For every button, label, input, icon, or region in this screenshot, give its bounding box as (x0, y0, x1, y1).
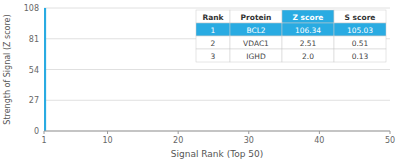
x-tick-label: 10 (102, 136, 112, 145)
x-tick-label: 1 (41, 136, 46, 145)
table-cell-bg (334, 36, 386, 49)
table: Rank Protein Z score S score 1 BCL2 106.34 105.… (196, 10, 386, 62)
table-cell-bg (230, 49, 282, 62)
table-cell-bg (334, 23, 386, 36)
grid-line (44, 100, 390, 101)
table-cell-bg (230, 23, 282, 36)
y-grid (44, 8, 390, 131)
table-cell: 0.13 (352, 52, 369, 61)
bars (44, 8, 46, 131)
table-cell: VDAC1 (243, 39, 269, 48)
table-cell-bg (334, 49, 386, 62)
table-cell: 1 (211, 26, 216, 35)
table-cell: 0.51 (352, 39, 369, 48)
grid-line (44, 69, 390, 70)
y-tick-label: 81 (29, 35, 39, 44)
table-cell: 3 (211, 52, 216, 61)
x-axis-line (44, 131, 390, 132)
table-cell: 105.03 (347, 26, 373, 35)
x-tick-label: 30 (244, 136, 254, 145)
grid-line (44, 131, 390, 132)
table-cell-bg (282, 49, 334, 62)
table-cell: IGHD (246, 52, 266, 61)
table-cell: BCL2 (246, 26, 265, 35)
table-cell-bg (282, 23, 334, 36)
table-cell-bg (196, 23, 230, 36)
y-axis-label: Strength of Signal (Z score) (3, 14, 12, 124)
table-header: Rank (202, 13, 224, 22)
table-header-bg (334, 10, 386, 23)
table-cell-bg (196, 49, 230, 62)
table-header: Z score (293, 13, 324, 22)
x-tick-label: 40 (314, 136, 324, 145)
table-cell: 2.51 (300, 39, 317, 48)
y-tick-label: 27 (29, 96, 39, 105)
table-cell-bg (230, 36, 282, 49)
y-tick-label: 0 (34, 127, 39, 136)
bar (44, 8, 46, 131)
table-header: Protein (241, 13, 272, 22)
chart: 0 27 54 81 108 1 10 20 30 40 50 Signal Rank (Top 50… (0, 0, 400, 161)
x-axis-label: Signal Rank (Top 50) (171, 149, 263, 159)
table-cell-bg (282, 36, 334, 49)
table-cell-bg (196, 36, 230, 49)
grid-line (44, 8, 390, 9)
table-cell: 2.0 (302, 52, 314, 61)
table-cell: 106.34 (295, 26, 321, 35)
table-header-bg (196, 10, 230, 23)
table-header: S score (345, 13, 376, 22)
table-header-bg (230, 10, 282, 23)
table-cell: 2 (211, 39, 216, 48)
x-tick-label: 50 (385, 136, 395, 145)
chart-container: 0 27 54 81 108 1 10 20 30 40 50 Signal Rank (Top 50… (0, 0, 400, 161)
x-tick-label: 20 (173, 136, 183, 145)
table-header-bg (282, 10, 334, 23)
y-tick-label: 54 (29, 66, 39, 75)
y-tick-label: 108 (24, 4, 39, 13)
